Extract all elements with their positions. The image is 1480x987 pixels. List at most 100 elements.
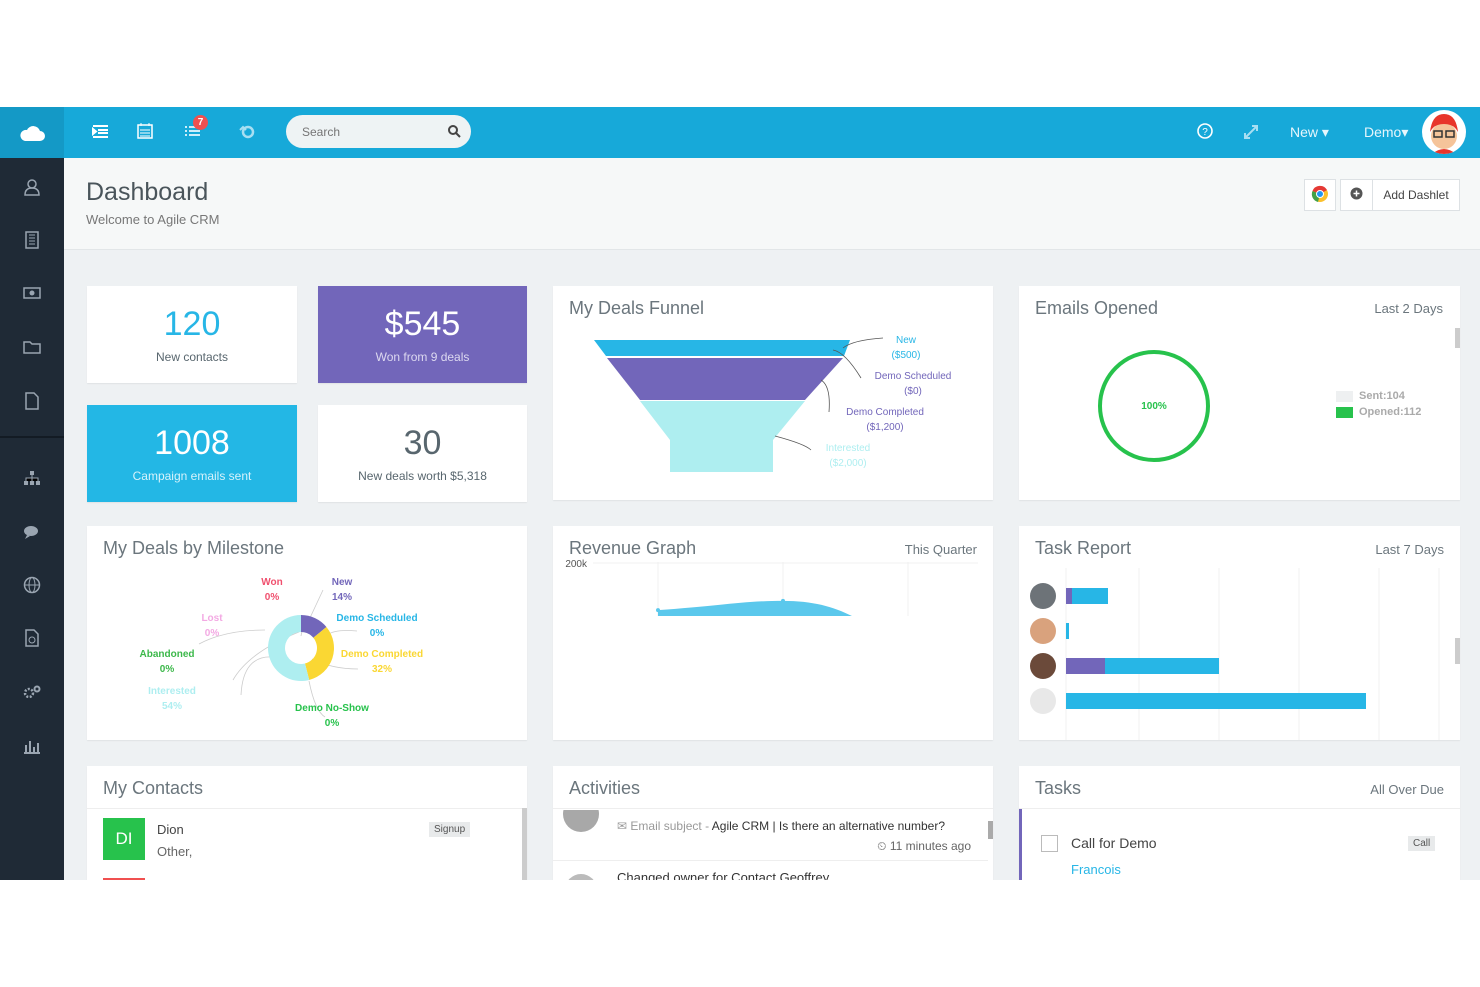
donut-slice-3[interactable] (304, 626, 334, 680)
menu-icon[interactable] (90, 121, 112, 143)
cloud-logo-icon[interactable] (0, 107, 64, 158)
task-tag: Call (1408, 836, 1436, 851)
contact-name[interactable]: Dion (157, 822, 184, 837)
scrollbar[interactable] (988, 821, 993, 839)
donut-slice-1[interactable] (301, 615, 327, 638)
revenue-graph-card: Revenue Graph This Quarter 0k100k200kJan… (553, 526, 993, 740)
task-name[interactable]: Call for Demo (1071, 835, 1157, 851)
stat-new-contacts[interactable]: 120 New contacts (87, 286, 297, 383)
assignee-avatar (1030, 618, 1056, 644)
card-range: All Over Due (1370, 782, 1444, 797)
card-range: Last 7 Days (1375, 542, 1444, 557)
sidebar-item-contacts[interactable] (20, 175, 44, 199)
sidebar (0, 158, 64, 880)
sidebar-item-deals[interactable] (20, 281, 44, 305)
expand-icon[interactable] (1243, 124, 1259, 145)
y-tick-label: 200k (565, 559, 588, 570)
envelope-icon: ✉ (617, 819, 631, 833)
svg-text:?: ? (1202, 127, 1208, 138)
activity-text: Agile CRM | Is there an alternative numb… (711, 819, 945, 833)
sidebar-item-documents[interactable] (20, 335, 44, 359)
gauge-percent: 100% (1141, 400, 1167, 412)
legend-opened: Opened:112 (1336, 406, 1421, 418)
task-owner[interactable]: Francois (1071, 862, 1121, 877)
task-bar-b (1066, 623, 1069, 639)
activity-avatar (563, 810, 599, 832)
assignee-avatar (1030, 653, 1056, 679)
milestone-label: Lost 0% (201, 613, 223, 639)
series-area-0 (658, 600, 852, 616)
activity-item[interactable]: Changed owner for Contact Geoffrey (617, 870, 830, 880)
card-title: My Contacts (103, 778, 204, 798)
milestone-label: Won 0% (261, 577, 283, 603)
data-point (781, 598, 785, 603)
card-range: Last 2 Days (1374, 301, 1443, 316)
milestone-label: Abandoned 0% (139, 649, 195, 675)
sidebar-item-workflows[interactable] (20, 466, 44, 490)
funnel-label-new: New ($500) (891, 335, 921, 361)
task-report-chart (1030, 568, 1440, 740)
stat-won-deals[interactable]: $545 Won from 9 deals (318, 286, 527, 383)
chrome-extension-button[interactable] (1304, 179, 1336, 211)
card-range: This Quarter (904, 542, 977, 557)
emails-opened-card: Emails Opened Last 2 Days 100% Sent:104 … (1019, 286, 1460, 500)
stat-new-deals[interactable]: 30 New deals worth $5,318 (318, 405, 527, 502)
task-bar-a (1066, 588, 1072, 604)
contact-avatar: DI (103, 818, 145, 860)
add-dashlet-plus-button[interactable] (1340, 179, 1373, 211)
app: 7 ? New ▾ Demo▾ Dashboard Welcome to Agi… (0, 107, 1480, 880)
sidebar-item-notes[interactable] (20, 389, 44, 413)
legend-sent: Sent:104 (1336, 390, 1405, 402)
activity-item[interactable]: ✉ Email subject - Agile CRM | Is there a… (617, 819, 945, 833)
notification-badge: 7 (193, 115, 208, 130)
data-point (656, 608, 660, 613)
card-title: Task Report (1035, 538, 1132, 558)
sidebar-item-web[interactable] (20, 573, 44, 597)
task-bar-b (1105, 658, 1219, 674)
milestone-label: New 14% (331, 577, 353, 603)
funnel-stage-interested (640, 401, 805, 472)
assignee-avatar (1030, 688, 1056, 714)
activity-avatar (565, 874, 597, 880)
chrome-extension-icon (1311, 185, 1329, 206)
stat-label: New deals worth $5,318 (358, 469, 487, 483)
stat-value: 1008 (154, 424, 230, 462)
card-title: Revenue Graph (569, 538, 697, 558)
stat-campaign-emails[interactable]: 1008 Campaign emails sent (87, 405, 297, 502)
sidebar-item-reports[interactable] (20, 734, 44, 758)
sidebar-item-settings[interactable] (20, 680, 44, 704)
search-input[interactable] (286, 115, 471, 148)
activity-time: ⏲ 11 minutes ago (877, 839, 971, 853)
milestone-label: Demo Completed 32% (340, 649, 424, 675)
task-checkbox[interactable] (1041, 835, 1058, 852)
assignee-avatar (1030, 583, 1056, 609)
search-icon[interactable] (447, 124, 461, 143)
help-icon[interactable]: ? (1196, 122, 1214, 145)
funnel-label-interested: Interested ($2,000) (825, 443, 871, 469)
page-subtitle: Welcome to Agile CRM (86, 212, 220, 227)
scrollbar[interactable] (1455, 638, 1460, 664)
card-title: Activities (569, 778, 641, 798)
card-title: Emails Opened (1035, 298, 1159, 318)
user-dropdown[interactable]: Demo▾ (1364, 124, 1409, 140)
history-icon[interactable] (237, 121, 259, 143)
new-label: New (1290, 124, 1319, 140)
scrollbar[interactable] (1455, 328, 1460, 348)
avatar[interactable] (1422, 110, 1466, 154)
card-title: Tasks (1035, 778, 1082, 798)
stat-value: 30 (403, 424, 442, 462)
my-contacts-card: My Contacts DI Dion Other, Signup (87, 766, 527, 880)
sidebar-item-forms[interactable] (20, 626, 44, 650)
sidebar-divider (0, 436, 64, 438)
contact-tag[interactable]: Signup (429, 822, 471, 837)
funnel-stage-new (594, 340, 850, 356)
scrollbar[interactable] (522, 808, 527, 880)
sidebar-item-companies[interactable] (20, 228, 44, 252)
task-bar-b (1072, 588, 1108, 604)
new-dropdown[interactable]: New ▾ (1290, 124, 1329, 140)
donut-slice-5[interactable] (268, 615, 310, 681)
add-dashlet-button[interactable]: Add Dashlet (1372, 179, 1460, 211)
stat-label: Won from 9 deals (375, 350, 470, 364)
calendar-icon[interactable] (135, 121, 157, 143)
sidebar-item-chat[interactable] (20, 520, 44, 544)
